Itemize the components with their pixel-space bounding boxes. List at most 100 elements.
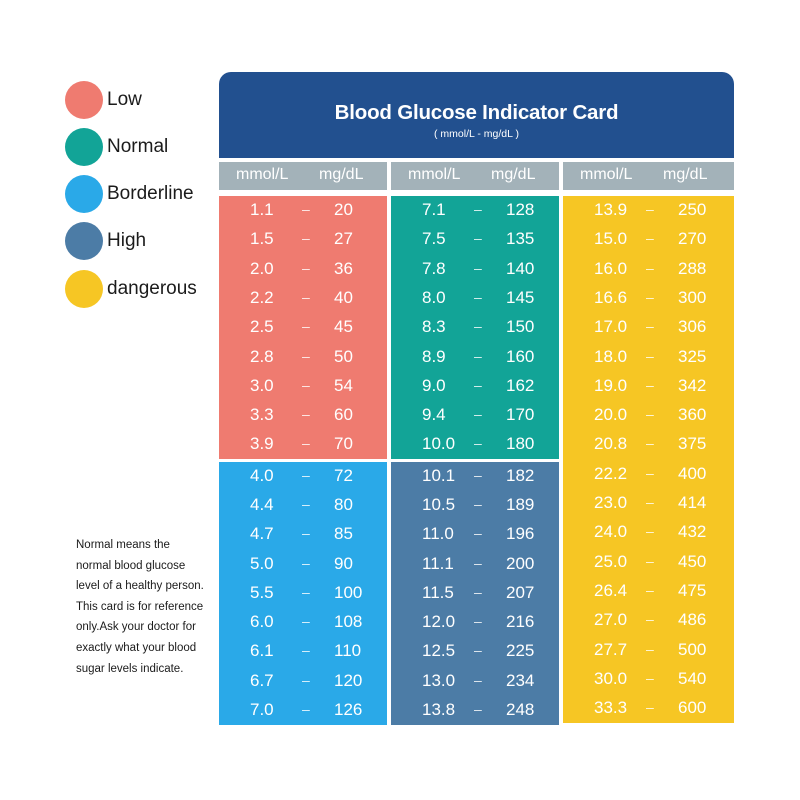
legend-item-dangerous: dangerous xyxy=(65,269,197,309)
table-row: 11.0 – 196 xyxy=(391,520,559,549)
table-row: 33.3 – 600 xyxy=(563,694,734,723)
mgdl-value: 36 xyxy=(334,258,353,278)
separator: – xyxy=(646,259,654,276)
mgdl-value: 135 xyxy=(506,229,535,249)
separator: – xyxy=(302,435,310,452)
range-block-low: 1.1 – 20 1.5 – 27 2.0 – 36 2.2 – 40 2.5 – 45 2.8 – 50 3.0 –… xyxy=(219,196,387,459)
mmol-value: 26.4 xyxy=(594,580,628,600)
separator: – xyxy=(646,347,654,364)
table-row: 1.1 – 20 xyxy=(219,196,387,225)
mmol-value: 10.0 xyxy=(422,434,456,454)
table-row: 6.7 – 120 xyxy=(219,667,387,696)
mmol-value: 2.8 xyxy=(250,346,274,366)
separator: – xyxy=(646,201,654,217)
mmol-value: 8.0 xyxy=(422,287,446,307)
mgdl-value: 207 xyxy=(506,582,535,602)
mgdl-value: 108 xyxy=(334,612,363,632)
separator: – xyxy=(474,554,482,571)
mmol-value: 5.0 xyxy=(250,553,274,573)
legend-item-normal: Normal xyxy=(65,127,168,167)
table-row: 10.5 – 189 xyxy=(391,491,559,520)
mgdl-value: 145 xyxy=(506,287,535,307)
card-subtitle: ( mmol/L - mg/dL ) xyxy=(434,128,519,140)
separator: – xyxy=(302,525,310,542)
table-row: 15.0 – 270 xyxy=(563,225,734,254)
table-row: 1.5 – 27 xyxy=(219,225,387,254)
mmol-value: 24.0 xyxy=(594,522,628,542)
mmol-value: 33.3 xyxy=(594,698,628,718)
mmol-value: 1.5 xyxy=(250,229,274,249)
mgdl-value: 360 xyxy=(678,405,707,425)
mmol-value: 7.1 xyxy=(422,200,446,219)
table-row: 30.0 – 540 xyxy=(563,665,734,694)
reference-note: Normal means the normal blood glucose le… xyxy=(76,539,204,675)
mgdl-value: 200 xyxy=(506,553,535,573)
mmol-value: 25.0 xyxy=(594,551,628,571)
separator: – xyxy=(474,583,482,600)
separator: – xyxy=(646,376,654,393)
mgdl-value: 600 xyxy=(678,698,707,718)
separator: – xyxy=(474,406,482,423)
mgdl-value: 342 xyxy=(678,375,707,395)
separator: – xyxy=(474,495,482,512)
mmol-value: 19.0 xyxy=(594,375,628,395)
mmol-value: 17.0 xyxy=(594,317,628,337)
mgdl-value: 270 xyxy=(678,229,707,249)
table-row: 2.8 – 50 xyxy=(219,343,387,372)
mgdl-value: 486 xyxy=(678,610,707,630)
mgdl-value: 414 xyxy=(678,493,707,512)
mmol-value: 7.0 xyxy=(250,700,274,720)
mmol-value: 11.0 xyxy=(422,524,454,544)
mgdl-value: 182 xyxy=(506,465,535,485)
separator: – xyxy=(474,288,482,305)
mgdl-value: 50 xyxy=(334,346,353,366)
separator: – xyxy=(302,288,310,305)
legend-label: dangerous xyxy=(107,278,197,299)
mgdl-value: 432 xyxy=(678,522,707,542)
mgdl-value: 288 xyxy=(678,258,707,278)
table-row: 16.6 – 300 xyxy=(563,284,734,313)
separator: – xyxy=(302,495,310,512)
separator: – xyxy=(302,259,310,276)
mmol-value: 1.1 xyxy=(250,200,274,219)
mgdl-value: 128 xyxy=(506,200,535,219)
mgdl-value: 225 xyxy=(506,641,535,661)
table-row: 17.0 – 306 xyxy=(563,313,734,342)
mmol-value: 7.5 xyxy=(422,229,446,249)
legend-swatch xyxy=(65,270,103,308)
separator: – xyxy=(302,613,310,630)
mmol-value: 27.0 xyxy=(594,610,628,630)
column-header: mmol/L mg/dL xyxy=(219,162,387,190)
mmol-value: 6.0 xyxy=(250,612,274,632)
table-row: 8.3 – 150 xyxy=(391,313,559,342)
separator: – xyxy=(474,318,482,335)
mgdl-value: 475 xyxy=(678,580,707,600)
legend-item-high: High xyxy=(65,221,146,261)
separator: – xyxy=(302,554,310,571)
table-row: 7.1 – 128 xyxy=(391,196,559,225)
mgdl-value: 540 xyxy=(678,668,707,688)
mmol-value: 12.5 xyxy=(422,641,456,661)
separator: – xyxy=(474,201,482,217)
table-row: 12.5 – 225 xyxy=(391,637,559,666)
separator: – xyxy=(646,494,654,510)
range-block-normal: 7.1–128 7.5–135 7.8–140 8.0–145 8.3–150 8.9–1… xyxy=(391,196,559,459)
legend-label: Borderline xyxy=(107,183,194,204)
mgdl-value: 216 xyxy=(506,612,535,632)
table-row: 18.0 – 325 xyxy=(563,343,734,372)
table-row: 27.0 – 486 xyxy=(563,606,734,635)
mgdl-value: 450 xyxy=(678,551,707,571)
mmol-value: 4.0 xyxy=(250,465,274,485)
mgdl-value: 162 xyxy=(506,375,535,395)
mgdl-value: 250 xyxy=(678,200,707,219)
mmol-value: 10.5 xyxy=(422,494,456,514)
mmol-value: 22.2 xyxy=(594,463,628,483)
separator: – xyxy=(474,671,482,688)
mmol-value: 5.5 xyxy=(250,582,274,602)
table-row: 3.0 – 54 xyxy=(219,372,387,401)
table-row: 4.4 – 80 xyxy=(219,491,387,520)
mmol-value: 13.9 xyxy=(594,200,628,219)
mgdl-value: 180 xyxy=(506,434,535,454)
range-block-high: 10.1 – 182 10.5 – 189 11.0 – 196 11.1 – 200 11.5 – 207… xyxy=(391,461,559,726)
mgdl-value: 120 xyxy=(334,670,363,690)
